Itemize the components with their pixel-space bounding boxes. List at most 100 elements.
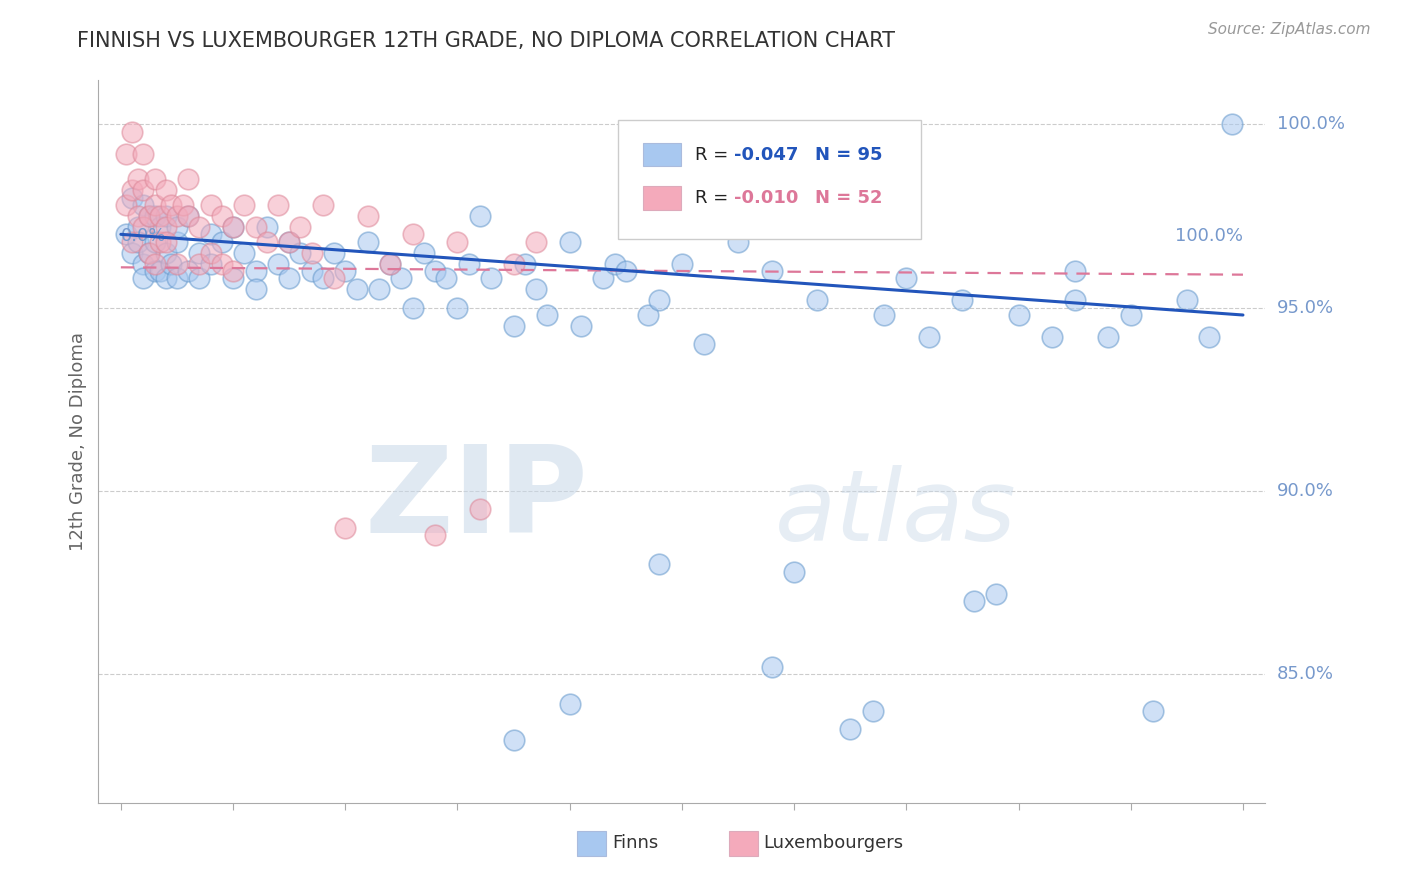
Point [290, 219, 312, 234]
Point [468, 209, 491, 223]
Point [188, 245, 211, 260]
Point [357, 235, 380, 249]
Point [502, 318, 524, 333]
Text: Luxembourgers: Luxembourgers [763, 833, 904, 852]
Point [423, 528, 446, 542]
Point [188, 271, 211, 285]
Point [200, 198, 222, 212]
Point [211, 235, 233, 249]
Text: -0.047: -0.047 [734, 145, 799, 164]
Text: R =: R = [695, 145, 734, 164]
Point [127, 209, 149, 223]
Point [115, 198, 138, 212]
Point [188, 257, 211, 271]
Point [121, 235, 143, 249]
Point [166, 257, 188, 271]
Point [143, 264, 166, 278]
Point [278, 235, 301, 249]
Point [121, 245, 143, 260]
Point [457, 257, 479, 271]
Point [166, 219, 188, 234]
Point [177, 172, 200, 186]
Point [256, 219, 278, 234]
Point [323, 271, 346, 285]
Point [245, 264, 267, 278]
Point [149, 235, 172, 249]
Point [603, 257, 626, 271]
Text: 100.0%: 100.0% [1175, 227, 1243, 245]
Point [138, 209, 160, 223]
Point [166, 235, 188, 249]
Point [233, 198, 256, 212]
Point [592, 271, 614, 285]
Point [401, 227, 423, 242]
Point [761, 660, 783, 674]
Point [132, 198, 155, 212]
Point [155, 245, 177, 260]
Point [962, 594, 984, 608]
Text: 95.0%: 95.0% [1277, 299, 1334, 317]
Text: R =: R = [695, 189, 734, 207]
Point [323, 245, 346, 260]
Point [132, 219, 155, 234]
Text: FINNISH VS LUXEMBOURGER 12TH GRADE, NO DIPLOMA CORRELATION CHART: FINNISH VS LUXEMBOURGER 12TH GRADE, NO D… [77, 31, 896, 51]
Point [200, 245, 222, 260]
Point [873, 308, 896, 322]
Point [222, 264, 245, 278]
Point [1097, 330, 1119, 344]
Point [132, 271, 155, 285]
Point [378, 257, 402, 271]
Point [1220, 117, 1243, 131]
Point [256, 235, 278, 249]
Point [524, 282, 547, 296]
Point [637, 308, 659, 322]
Point [312, 198, 335, 212]
Point [143, 198, 166, 212]
Point [188, 219, 211, 234]
Point [127, 219, 149, 234]
Point [127, 172, 149, 186]
Point [222, 219, 245, 234]
Point [166, 209, 188, 223]
Point [502, 257, 524, 271]
Point [301, 245, 323, 260]
Point [806, 293, 828, 308]
Point [727, 235, 749, 249]
Point [211, 209, 233, 223]
Point [368, 282, 391, 296]
Point [166, 271, 188, 285]
Point [138, 245, 160, 260]
Point [143, 172, 166, 186]
Point [222, 219, 245, 234]
Point [335, 264, 357, 278]
Point [127, 235, 149, 249]
Point [1142, 704, 1164, 718]
Point [558, 697, 581, 711]
Text: atlas: atlas [775, 466, 1017, 562]
Point [984, 587, 1007, 601]
Point [468, 502, 491, 516]
Point [952, 293, 974, 308]
Point [278, 271, 301, 285]
Text: 85.0%: 85.0% [1277, 665, 1333, 683]
Point [1119, 308, 1142, 322]
Point [761, 264, 783, 278]
Point [524, 235, 547, 249]
Text: Finns: Finns [612, 833, 658, 852]
Point [233, 245, 256, 260]
Point [423, 264, 446, 278]
Text: 0.0%: 0.0% [121, 227, 166, 245]
FancyBboxPatch shape [644, 143, 681, 166]
Point [290, 245, 312, 260]
Point [267, 198, 290, 212]
Point [536, 308, 558, 322]
Text: N = 95: N = 95 [815, 145, 883, 164]
Point [222, 271, 245, 285]
Point [502, 733, 524, 747]
Text: 90.0%: 90.0% [1277, 482, 1333, 500]
Point [200, 227, 222, 242]
Point [121, 125, 143, 139]
Point [1175, 293, 1198, 308]
Point [143, 209, 166, 223]
Point [149, 264, 172, 278]
